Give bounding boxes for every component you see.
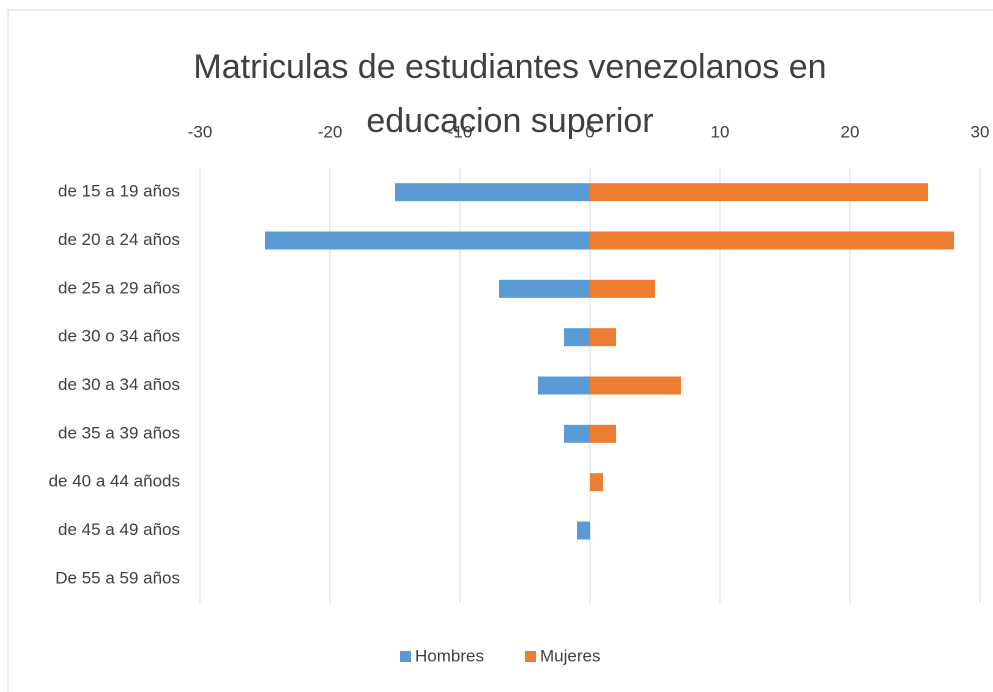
bar [590,231,954,250]
bar [564,328,590,347]
x-tick-label: -20 [318,122,343,141]
bar [590,279,655,298]
bar [590,424,616,443]
chart-border [7,9,993,692]
y-tick-label: de 15 a 19 años [58,182,180,201]
bar [499,279,590,298]
y-tick-label: de 35 a 39 años [58,423,180,442]
y-tick-label: de 30 o 34 años [58,327,180,346]
bar [590,328,616,347]
x-tick-label: -10 [448,122,473,141]
legend-swatch [400,651,411,662]
y-tick-label: de 20 a 24 años [58,230,180,249]
y-tick-label: de 40 a 44 añods [49,472,180,491]
x-tick-label: 10 [711,122,730,141]
x-tick-label: 0 [585,122,594,141]
bar [590,473,603,492]
x-tick-label: -30 [188,122,213,141]
bar [590,376,681,395]
bar [564,424,590,443]
bar [538,376,590,395]
chart-title: Matriculas de estudiantes venezolanos en… [193,48,827,140]
bar [395,183,590,202]
legend-label: Hombres [415,646,484,665]
y-tick-label: de 30 a 34 años [58,375,180,394]
x-tick-label: 30 [971,122,990,141]
y-tick-label: De 55 a 59 años [55,568,180,587]
bar [577,521,590,540]
x-tick-label: 20 [841,122,860,141]
y-tick-label: de 25 a 29 años [58,278,180,297]
bar [590,183,928,202]
y-tick-label: de 45 a 49 años [58,520,180,539]
legend-label: Mujeres [540,646,600,665]
legend-swatch [525,651,536,662]
bar [265,231,590,250]
